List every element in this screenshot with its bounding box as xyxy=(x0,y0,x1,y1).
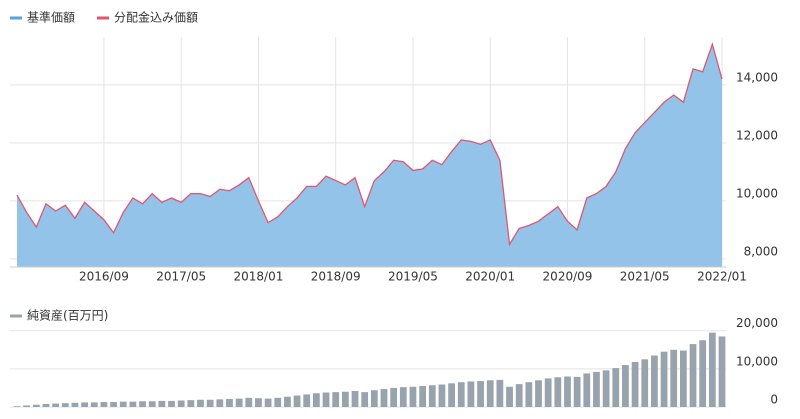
bar xyxy=(42,403,50,407)
y-tick-label: 14,000 xyxy=(736,70,778,84)
bar xyxy=(177,400,185,407)
bar xyxy=(448,383,455,407)
bar xyxy=(216,399,224,407)
bar xyxy=(535,380,542,407)
bar xyxy=(467,381,475,407)
legend-label: 基準価額 xyxy=(27,10,75,25)
bar xyxy=(332,392,340,407)
bar xyxy=(660,351,668,407)
bar xyxy=(631,361,639,407)
bar xyxy=(399,387,407,407)
area xyxy=(17,44,722,267)
x-tick-label: 2018/09 xyxy=(311,270,361,284)
bar xyxy=(641,359,649,407)
bar xyxy=(708,332,716,407)
bar xyxy=(689,344,697,407)
x-tick-label: 2017/05 xyxy=(156,270,206,284)
y-tick-label: 8,000 xyxy=(744,244,778,258)
bar xyxy=(361,392,369,407)
bar xyxy=(32,404,40,407)
x-tick-label: 2020/01 xyxy=(465,270,515,284)
bar xyxy=(506,386,513,407)
bar xyxy=(602,370,610,407)
bar xyxy=(110,402,117,407)
bar xyxy=(206,399,214,407)
bar xyxy=(525,382,533,407)
bar xyxy=(245,397,253,407)
bar xyxy=(409,386,417,407)
bar xyxy=(13,406,21,407)
bar xyxy=(322,392,330,407)
bar xyxy=(496,379,504,407)
bar xyxy=(351,390,359,407)
bar xyxy=(23,405,31,407)
y-tick-label: 12,000 xyxy=(736,128,778,142)
legend-swatch xyxy=(10,314,22,318)
bar xyxy=(554,377,562,407)
bar xyxy=(61,403,69,407)
legend-label: 純資産(百万円) xyxy=(27,308,108,323)
bar xyxy=(679,350,687,407)
legend-swatch xyxy=(10,16,22,20)
bar xyxy=(158,400,166,407)
bar xyxy=(129,401,137,407)
bar xyxy=(313,393,320,407)
bar xyxy=(370,390,378,407)
legend-swatch xyxy=(97,16,110,20)
bar xyxy=(303,394,311,407)
bar xyxy=(593,371,600,407)
bar xyxy=(284,396,291,407)
bar xyxy=(148,401,156,407)
line xyxy=(16,42,723,247)
bar xyxy=(168,400,175,407)
bar xyxy=(100,402,108,407)
y-tick-label: 10,000 xyxy=(736,354,778,368)
bar xyxy=(583,373,591,407)
bar xyxy=(235,398,243,407)
x-tick-label: 2018/01 xyxy=(234,270,284,284)
bar xyxy=(699,340,707,407)
bar xyxy=(226,398,233,407)
bar xyxy=(651,355,658,407)
bar xyxy=(477,381,484,407)
bar xyxy=(486,380,494,407)
bar xyxy=(670,349,678,407)
bar xyxy=(52,403,60,407)
bar xyxy=(197,399,204,407)
bar xyxy=(622,365,629,407)
bar xyxy=(612,368,620,407)
bar xyxy=(90,402,98,407)
bar xyxy=(564,376,571,407)
bar xyxy=(255,398,262,407)
bar xyxy=(544,378,552,407)
y-tick-label: 10,000 xyxy=(736,186,778,200)
bar xyxy=(457,382,465,407)
legend-label: 分配金込み価額 xyxy=(114,10,198,25)
bar xyxy=(573,376,581,407)
bar xyxy=(293,395,301,407)
bar xyxy=(119,401,127,407)
x-tick-label: 2019/05 xyxy=(388,270,438,284)
bar xyxy=(718,336,726,407)
bar xyxy=(515,384,523,407)
x-tick-label: 2021/05 xyxy=(620,270,670,284)
bar xyxy=(187,400,195,407)
bar xyxy=(264,398,272,407)
bar xyxy=(341,391,349,407)
bar xyxy=(390,387,398,407)
x-tick-label: 2016/09 xyxy=(79,270,129,284)
x-tick-label: 2022/01 xyxy=(697,270,747,284)
bar xyxy=(139,401,146,407)
bar xyxy=(428,385,436,407)
x-tick-label: 2020/09 xyxy=(543,270,593,284)
bar xyxy=(419,386,426,407)
bar xyxy=(71,402,79,407)
bar xyxy=(380,389,388,407)
y-tick-label: 20,000 xyxy=(736,316,778,330)
bar xyxy=(274,397,282,407)
bar xyxy=(438,384,446,407)
bar xyxy=(81,402,88,407)
y-tick-label: 0 xyxy=(770,393,778,407)
